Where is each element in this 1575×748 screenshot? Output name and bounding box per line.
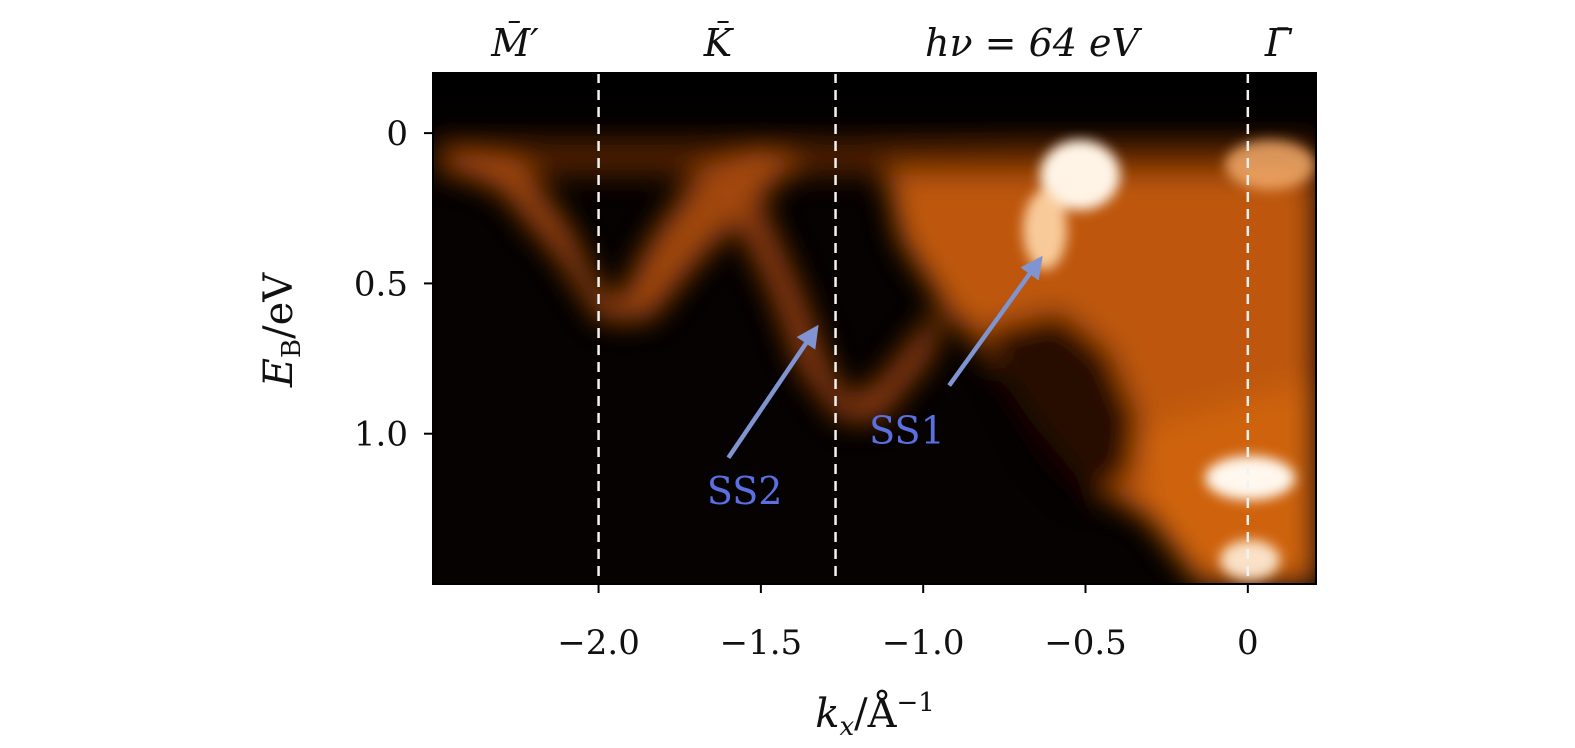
y-axis-label-sub: B [277,339,307,358]
intensity-dark-pocket [980,310,1140,500]
y-axis-label-unit: /eV [256,272,302,339]
gamma-bright-spot-1 [1205,456,1295,500]
x-axis-label-sup: −1 [896,688,934,718]
x-axis: −2.0 −1.5 −1.0 −0.5 0 [557,584,1259,663]
annotation-label: SS1 [869,409,945,453]
high-symmetry-label: K̄ [703,21,735,65]
y-tick-label: 0 [386,114,408,154]
x-tick-label: −2.0 [557,623,640,663]
ss1-bright-spot [1040,140,1120,210]
intensity-k-band [700,160,950,420]
high-symmetry-label: M̄′ [490,21,539,65]
x-tick-label: −0.5 [1044,623,1127,663]
annotations: SS2 SS1 [707,255,1043,513]
y-axis-label-main: E [256,358,302,388]
annotation-arrow [726,324,819,460]
intensity-upper-strip [433,140,1316,175]
annotation-label: SS2 [707,469,783,513]
plot-frame [432,72,1317,585]
x-axis-label: kx/Å−1 [815,688,935,742]
y-tick-label: 0.5 [354,264,408,304]
heatmap-highlights [1023,140,1315,580]
intensity-left-band [450,150,800,320]
x-axis-label-unit: /Å [854,690,897,737]
fermi-cutoff [433,73,1316,133]
gamma-bright-spot-2 [1220,540,1280,580]
gamma-top-glow [1225,140,1315,190]
high-symmetry-lines [597,73,1250,584]
heatmap-layer [433,73,1316,584]
y-axis: 0 0.5 1.0 [354,114,433,455]
annotation-arrow [947,255,1043,387]
x-tick-label: −1.0 [882,623,965,663]
high-symmetry-label: Γ̄ [1264,21,1293,65]
y-axis-label: EB/eV [256,272,307,388]
x-axis-label-main: k [815,691,839,737]
ss1-bright-streak [1023,190,1067,270]
x-axis-label-sub: x [839,712,854,742]
x-tick-label: 0 [1237,623,1259,663]
photon-energy-label: hν = 64 eV [925,21,1142,65]
x-tick-label: −1.5 [720,623,803,663]
y-tick-label: 1.0 [354,415,408,455]
high-symmetry-labels: M̄′ K̄ Γ̄ [490,21,1293,65]
